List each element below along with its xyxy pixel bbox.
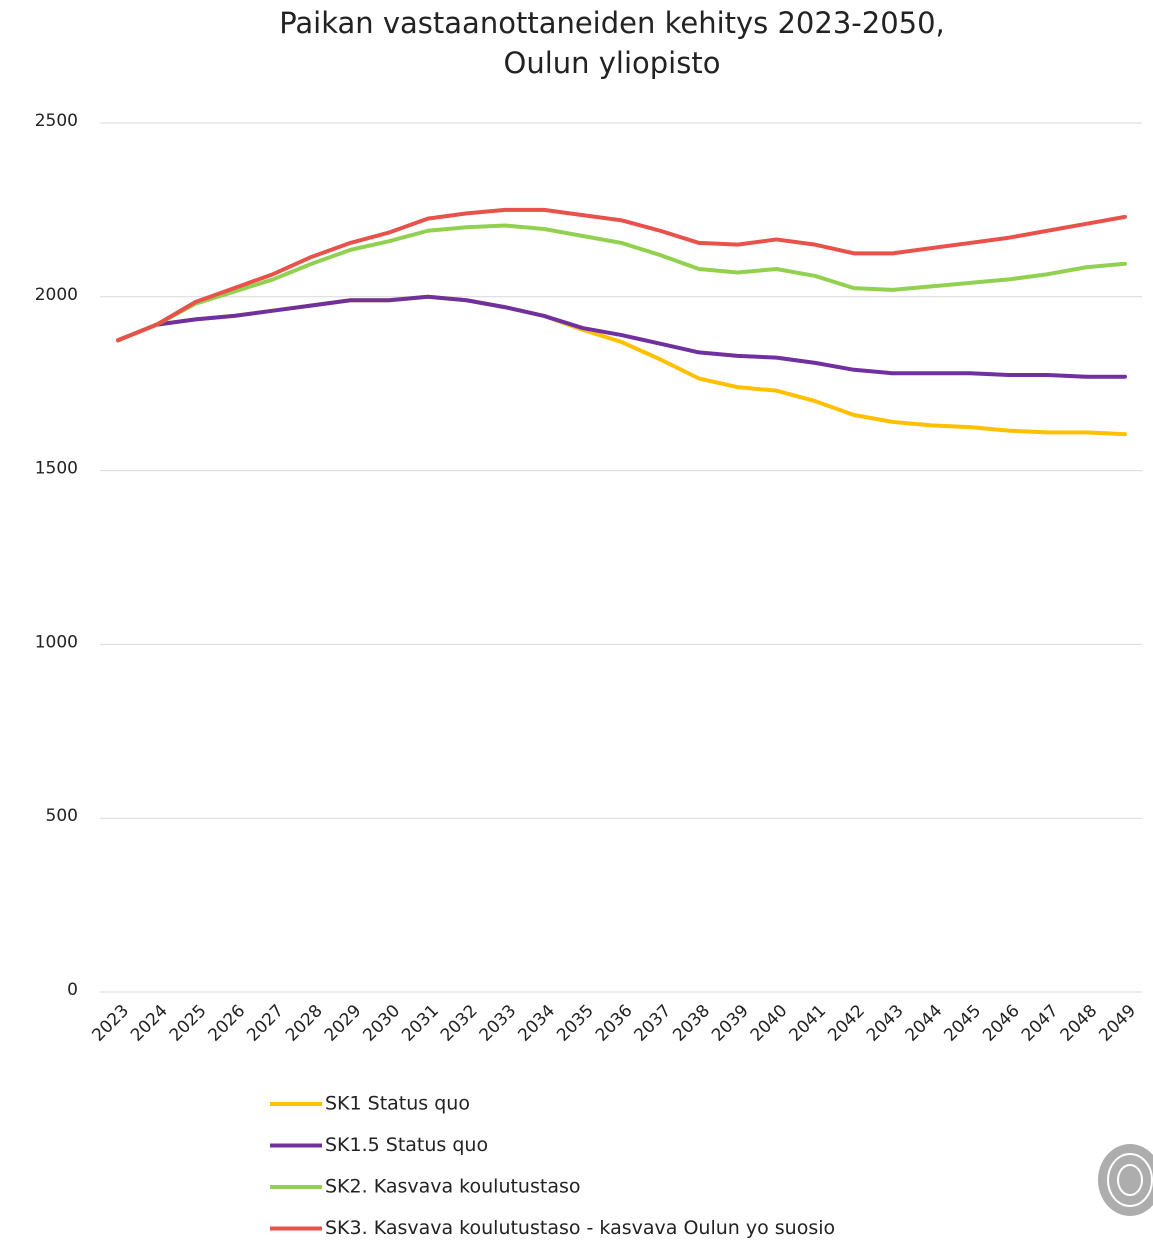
x-tick-label: 2047 [1018,1001,1063,1046]
x-tick-label: 2028 [282,1001,327,1046]
x-tick-label: 2029 [321,1001,366,1046]
x-tick-label: 2042 [824,1001,869,1046]
legend-label: SK1.5 Status quo [325,1134,488,1156]
legend-label: SK2. Kasvava koulutustaso [325,1176,581,1198]
x-tick-label: 2031 [398,1001,443,1046]
x-tick-label: 2046 [979,1001,1024,1046]
y-tick-label: 1000 [35,632,78,652]
series-line [116,294,1127,437]
x-tick-label: 2041 [785,1001,830,1046]
y-tick-label: 2000 [35,285,78,305]
x-tick-label: 2030 [359,1001,404,1046]
legend-label: SK1 Status quo [325,1093,470,1115]
x-tick-label: 2045 [940,1001,985,1046]
x-tick-label: 2039 [708,1001,753,1046]
chart-title: Paikan vastaanottaneiden kehitys 2023-20… [279,6,945,40]
x-tick-label: 2040 [747,1001,792,1046]
x-tick-label: 2024 [127,1001,172,1046]
x-tick-label: 2025 [166,1001,211,1046]
x-tick-label: 2023 [88,1001,133,1046]
y-tick-label: 1500 [35,459,78,479]
y-tick-label: 500 [46,806,78,826]
series-line [116,207,1127,343]
y-tick-label: 2500 [35,111,78,131]
x-tick-label: 2044 [902,1001,947,1046]
x-tick-label: 2026 [205,1001,250,1046]
series-line [116,294,1127,379]
y-tick-label: 0 [67,980,78,1000]
x-tick-label: 2035 [553,1001,598,1046]
x-tick-label: 2027 [243,1001,288,1046]
x-tick-label: 2048 [1057,1001,1102,1046]
x-tick-label: 2036 [592,1001,637,1046]
x-tick-label: 2038 [669,1001,714,1046]
legend-label: SK3. Kasvava koulutustaso - kasvava Oulu… [325,1217,835,1239]
x-tick-label: 2034 [514,1001,559,1046]
series-line [116,223,1127,343]
x-tick-label: 2032 [437,1001,482,1046]
x-tick-label: 2037 [631,1001,676,1046]
x-tick-label: 2043 [863,1001,908,1046]
logo [1098,1144,1153,1216]
x-tick-label: 2033 [476,1001,521,1046]
x-tick-label: 2049 [1095,1001,1140,1046]
chart-title: Oulun yliopisto [504,46,721,80]
